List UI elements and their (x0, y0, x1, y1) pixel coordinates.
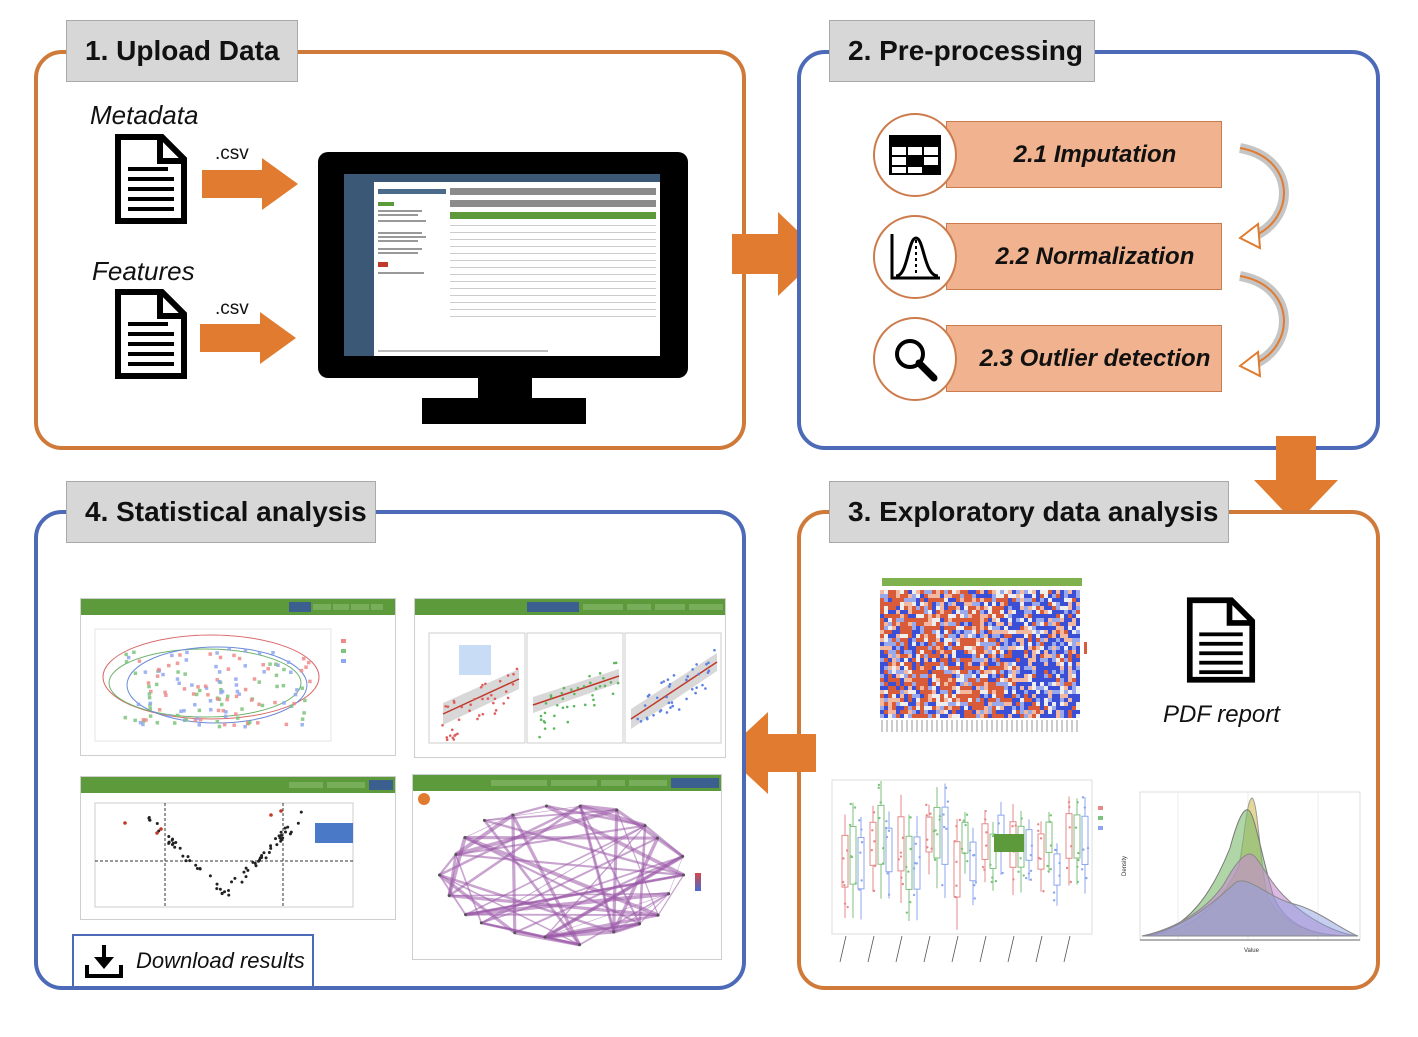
boxplot-icon (818, 776, 1116, 972)
correlation-icon (414, 598, 726, 758)
document-icon (115, 134, 187, 224)
svg-text:Density: Density (1122, 856, 1128, 876)
imputation-step: 2.1 Imputation (946, 121, 1222, 188)
metadata-ext: .csv (215, 143, 249, 164)
monitor-icon (318, 152, 688, 424)
network-icon (412, 774, 722, 960)
heatmap-icon (878, 576, 1088, 734)
distribution-icon (873, 215, 957, 299)
statistical-panel-title: 4. Statistical analysis (66, 481, 376, 543)
svg-text:Value: Value (1244, 948, 1260, 954)
download-icon (85, 945, 123, 978)
density-icon: Value Density (1118, 788, 1364, 954)
preprocessing-panel-title: 2. Pre-processing (829, 20, 1095, 82)
volcano-icon (80, 776, 396, 920)
curved-arrow-icon (1238, 143, 1289, 250)
upload-panel-title: 1. Upload Data (66, 20, 298, 82)
curved-arrow-icon (1238, 271, 1289, 378)
normalization-step: 2.2 Normalization (946, 223, 1222, 290)
arrow-down-icon (1254, 436, 1338, 524)
download-results-label: Download results (136, 948, 305, 973)
exploratory-panel-title: 3. Exploratory data analysis (829, 481, 1229, 543)
magnifier-icon (873, 317, 957, 401)
arrow-left-icon (724, 712, 816, 794)
outlier-step: 2.3 Outlier detection (946, 325, 1222, 392)
normalization-label: 2.2 Normalization (995, 242, 1195, 270)
imputation-label: 2.1 Imputation (1013, 140, 1177, 168)
metadata-label: Metadata (90, 100, 199, 130)
features-label: Features (92, 256, 195, 286)
document-icon (115, 289, 187, 379)
table-icon (873, 113, 957, 197)
arrow-right-icon (202, 158, 298, 210)
download-results-button[interactable]: Download results (72, 934, 314, 988)
pca-icon (80, 598, 396, 756)
outlier-label: 2.3 Outlier detection (979, 344, 1211, 372)
document-icon (1186, 597, 1256, 683)
pdf-report-label: PDF report (1163, 701, 1280, 728)
features-ext: .csv (215, 298, 249, 319)
arrow-right-icon (200, 312, 296, 364)
